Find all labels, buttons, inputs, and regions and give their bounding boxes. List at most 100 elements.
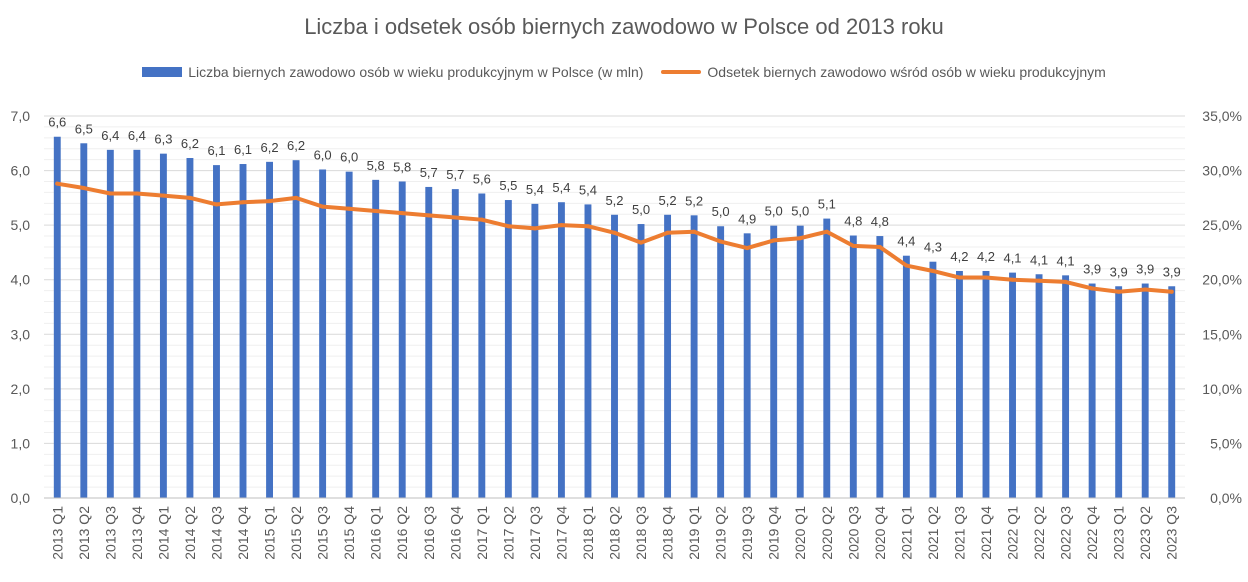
y-left-tick-label: 0,0 (11, 490, 31, 506)
bar (690, 215, 698, 498)
x-tick-label: 2013 Q3 (102, 506, 118, 560)
bar (319, 169, 327, 499)
bar (1009, 272, 1016, 498)
x-tick-label: 2023 Q2 (1137, 506, 1153, 560)
bar (345, 171, 353, 499)
y-right-tick-label: 35,0% (1202, 108, 1242, 124)
line-point (134, 191, 139, 196)
x-tick-label: 2018 Q1 (580, 506, 596, 560)
line-point (1063, 279, 1068, 284)
line-point (639, 240, 644, 245)
bar (292, 160, 300, 498)
x-tick-label: 2014 Q1 (155, 506, 171, 560)
x-tick-label: 2018 Q2 (607, 506, 623, 560)
bar (504, 200, 512, 499)
line-point (426, 213, 431, 218)
line-point (506, 224, 511, 229)
x-tick-label: 2019 Q3 (739, 506, 755, 560)
line-point (1037, 278, 1042, 283)
bar-data-label: 6,6 (48, 115, 66, 130)
bar-data-label: 4,3 (924, 240, 942, 255)
bar-data-label: 6,3 (154, 132, 172, 147)
line-point (214, 202, 219, 207)
line-point (1143, 287, 1148, 292)
y-right-tick-label: 15,0% (1202, 326, 1242, 342)
bar-data-label: 6,2 (261, 140, 279, 155)
y-right-tick-label: 20,0% (1202, 272, 1242, 288)
bar (557, 202, 565, 499)
bar-data-label: 5,1 (818, 197, 836, 212)
x-tick-label: 2022 Q4 (1084, 506, 1100, 560)
bar (186, 158, 194, 498)
bar (770, 225, 778, 498)
bar (982, 270, 990, 498)
bar (531, 203, 539, 499)
line-point (81, 186, 86, 191)
x-tick-label: 2017 Q4 (553, 506, 569, 560)
x-tick-label: 2018 Q3 (633, 506, 649, 560)
x-tick-label: 2020 Q2 (819, 506, 835, 560)
line-point (320, 204, 325, 209)
bar (876, 236, 884, 499)
bar-data-label: 5,7 (446, 167, 464, 182)
bar (1168, 286, 1176, 498)
bar (372, 179, 380, 498)
x-tick-label: 2021 Q3 (951, 506, 967, 560)
x-tick-label: 2019 Q4 (766, 506, 782, 560)
y-right-tick-label: 30,0% (1202, 163, 1242, 179)
line-point (1116, 289, 1121, 294)
line-point (559, 223, 564, 228)
bar-data-label: 6,0 (340, 150, 358, 165)
x-tick-label: 2021 Q1 (898, 506, 914, 560)
line-point (798, 236, 803, 241)
bar-data-label: 5,2 (605, 193, 623, 208)
bar-data-label: 5,8 (367, 158, 385, 173)
x-tick-label: 2016 Q4 (447, 506, 463, 560)
x-tick-label: 2020 Q3 (845, 506, 861, 560)
bar-data-label: 4,4 (897, 234, 915, 249)
line-point (373, 208, 378, 213)
bar-data-label: 4,1 (1030, 252, 1048, 267)
bar-data-label: 3,9 (1163, 264, 1181, 279)
x-tick-label: 2021 Q2 (925, 506, 941, 560)
x-tick-label: 2013 Q1 (49, 506, 65, 560)
y-left-tick-label: 1,0 (11, 435, 31, 451)
bar (80, 143, 88, 499)
line-point (612, 230, 617, 235)
line-point (532, 226, 537, 231)
y-left-tick-label: 7,0 (11, 108, 31, 124)
bar (717, 226, 725, 498)
line-point (718, 239, 723, 244)
legend-label-line: Odsetek biernych zawodowo wśród osób w w… (707, 64, 1106, 80)
bar (213, 165, 220, 498)
bar (266, 161, 273, 498)
bar (106, 149, 114, 498)
bar-data-label: 3,9 (1083, 262, 1101, 277)
x-tick-label: 2017 Q2 (500, 506, 516, 560)
bar-data-label: 4,1 (1057, 253, 1075, 268)
y-left-tick-label: 6,0 (11, 163, 31, 179)
x-tick-label: 2016 Q1 (368, 506, 384, 560)
bar (133, 149, 141, 498)
chart-title: Liczba i odsetek osób biernych zawodowo … (304, 14, 944, 39)
bar-data-label: 4,8 (844, 214, 862, 229)
line-point (983, 275, 988, 280)
bar-data-label: 5,0 (765, 204, 783, 219)
x-tick-label: 2016 Q3 (421, 506, 437, 560)
line-point (957, 275, 962, 280)
line-point (1169, 289, 1174, 294)
bar (956, 270, 963, 498)
bar (451, 189, 459, 498)
line-point (453, 215, 458, 220)
x-tick-label: 2022 Q3 (1058, 506, 1074, 560)
bar-data-label: 5,6 (473, 171, 491, 186)
bar-data-label: 6,5 (75, 121, 93, 136)
bar (53, 136, 61, 499)
x-tick-label: 2016 Q2 (394, 506, 410, 560)
bar-data-label: 6,1 (207, 143, 225, 158)
line-point (824, 229, 829, 234)
bar-data-label: 6,2 (181, 136, 199, 151)
bar-data-label: 5,2 (685, 193, 703, 208)
